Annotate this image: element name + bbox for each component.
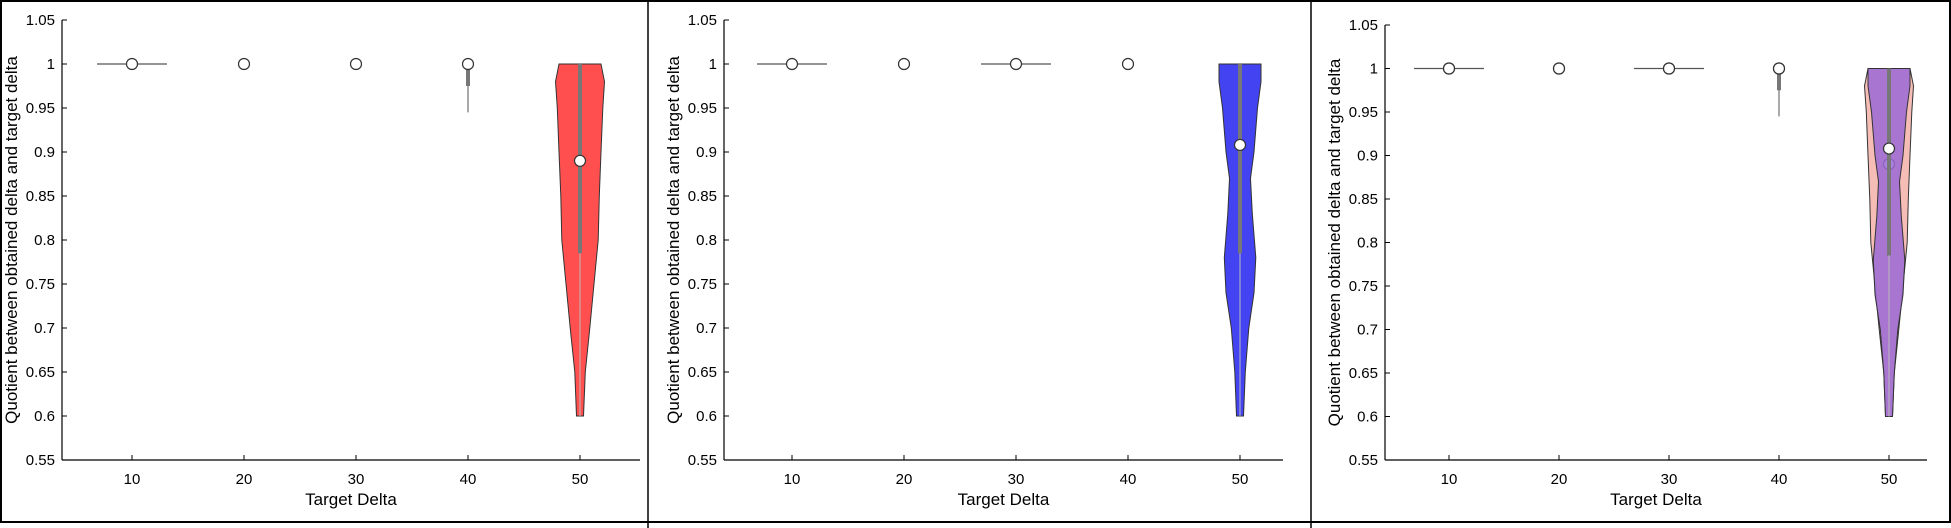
y-tick-label: 0.6 xyxy=(34,408,55,425)
y-tick-label: 1 xyxy=(47,56,55,73)
median-marker xyxy=(573,154,587,167)
y-tick-label: 1 xyxy=(1370,61,1378,78)
y-tick-label: 1.05 xyxy=(1349,17,1378,34)
chart-panel-3: 0.55 0.6 0.65 0.7 0.75 0.8 0.85 0.9 0.95 1 1.05 10 2… xyxy=(1325,17,1927,509)
violin-iqr-box xyxy=(1238,64,1242,254)
y-tick-label: 0.95 xyxy=(26,100,55,117)
x-tick-label: 10 xyxy=(1441,471,1458,488)
y-tick-label: 0.8 xyxy=(34,232,55,249)
y-tick-label: 1 xyxy=(709,56,717,73)
x-axis-label: Target Delta xyxy=(1610,490,1702,509)
x-tick-label: 30 xyxy=(1661,471,1678,488)
y-tick-label: 0.95 xyxy=(688,100,717,117)
median-marker xyxy=(125,57,139,71)
y-tick-label: 0.75 xyxy=(688,276,717,293)
iqr-box xyxy=(1777,68,1781,91)
y-tick-label: 0.55 xyxy=(1349,452,1378,469)
y-tick-label: 0.85 xyxy=(688,188,717,205)
y-axis-label: Quotient between obtained delta and targ… xyxy=(2,56,21,424)
x-tick-label: 20 xyxy=(236,471,253,488)
y-tick-label: 0.8 xyxy=(1357,235,1378,252)
y-tick-label: 0.55 xyxy=(26,452,55,469)
x-axis-label: Target Delta xyxy=(958,490,1050,509)
x-tick-label: 40 xyxy=(460,471,477,488)
y-axis-label: Quotient between obtained delta and targ… xyxy=(664,56,683,424)
y-tick-label: 0.6 xyxy=(696,408,717,425)
y-tick-label: 0.6 xyxy=(1357,409,1378,426)
y-tick-label: 1.05 xyxy=(688,12,717,29)
y-tick-label: 0.9 xyxy=(1357,148,1378,165)
median-marker xyxy=(461,57,475,71)
chart-panel-1: 0.55 0.6 0.65 0.7 0.75 0.8 0.85 0.9 0.95 1 1.05 10 2… xyxy=(2,12,640,509)
y-tick-label: 0.65 xyxy=(1349,365,1378,382)
y-tick-label: 0.9 xyxy=(696,144,717,161)
y-tick-label: 0.85 xyxy=(1349,191,1378,208)
y-tick-label: 0.55 xyxy=(688,452,717,469)
x-tick-label: 30 xyxy=(1008,471,1025,488)
median-marker xyxy=(1772,62,1786,75)
chart-panel-2: 0.55 0.6 0.65 0.7 0.75 0.8 0.85 0.9 0.95 1 1.05 10 2… xyxy=(664,12,1283,509)
y-axis-label: Quotient between obtained delta and targ… xyxy=(1325,58,1344,426)
median-marker xyxy=(1882,142,1896,155)
iqr-box xyxy=(466,64,470,86)
x-tick-label: 50 xyxy=(572,471,589,488)
y-tick-label: 0.65 xyxy=(688,364,717,381)
x-axis-label: Target Delta xyxy=(305,490,397,509)
median-marker xyxy=(237,57,251,71)
x-tick-label: 40 xyxy=(1771,471,1788,488)
y-tick-label: 1.05 xyxy=(26,12,55,29)
x-tick-label: 30 xyxy=(348,471,365,488)
x-tick-label: 50 xyxy=(1232,471,1249,488)
x-tick-label: 10 xyxy=(124,471,141,488)
median-marker xyxy=(1552,62,1566,75)
median-marker xyxy=(349,57,363,71)
y-tick-label: 0.75 xyxy=(26,276,55,293)
median-marker xyxy=(1662,62,1676,75)
median-marker xyxy=(897,57,911,71)
x-tick-label: 20 xyxy=(896,471,913,488)
y-tick-label: 0.7 xyxy=(696,320,717,337)
median-marker xyxy=(785,57,799,71)
y-tick-label: 0.7 xyxy=(34,320,55,337)
y-tick-label: 0.9 xyxy=(34,144,55,161)
y-tick-label: 0.8 xyxy=(696,232,717,249)
x-tick-label: 50 xyxy=(1881,471,1898,488)
median-marker xyxy=(1009,57,1023,71)
median-marker xyxy=(1121,57,1135,71)
x-tick-label: 10 xyxy=(784,471,801,488)
y-tick-label: 0.85 xyxy=(26,188,55,205)
x-tick-label: 40 xyxy=(1120,471,1137,488)
y-tick-label: 0.95 xyxy=(1349,104,1378,121)
y-tick-label: 0.75 xyxy=(1349,278,1378,295)
y-tick-label: 0.65 xyxy=(26,364,55,381)
y-tick-label: 0.7 xyxy=(1357,322,1378,339)
violin-iqr-box xyxy=(1887,68,1891,256)
median-marker xyxy=(1233,138,1247,152)
x-tick-label: 20 xyxy=(1551,471,1568,488)
median-marker xyxy=(1442,62,1456,75)
